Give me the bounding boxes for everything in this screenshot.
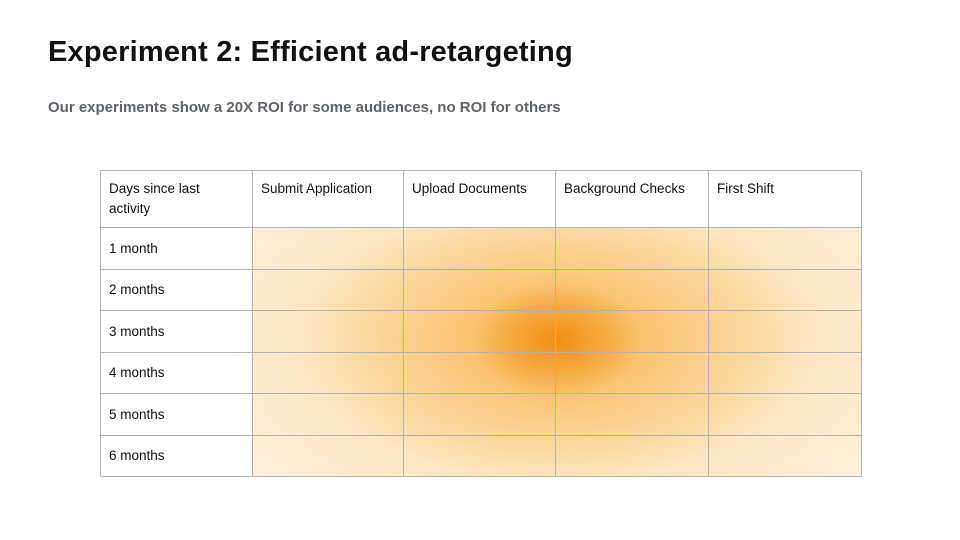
heat-cell <box>404 311 556 353</box>
row-label-4-months: 4 months <box>101 352 253 394</box>
heat-cell <box>556 394 709 436</box>
heat-cell <box>253 269 404 311</box>
heat-cell <box>709 311 862 353</box>
heatmap-table: Days since last activity Submit Applicat… <box>100 170 862 477</box>
heat-cell <box>253 435 404 477</box>
heat-cell <box>253 228 404 270</box>
heat-cell <box>404 352 556 394</box>
heat-cell <box>253 394 404 436</box>
page-title: Experiment 2: Efficient ad-retargeting <box>48 36 573 68</box>
column-header-background-checks: Background Checks <box>556 171 709 228</box>
row-label-3-months: 3 months <box>101 311 253 353</box>
heat-cell <box>709 269 862 311</box>
heat-cell <box>253 311 404 353</box>
page-subtitle: Our experiments show a 20X ROI for some … <box>48 99 561 116</box>
row-label-6-months: 6 months <box>101 435 253 477</box>
heat-cell <box>556 352 709 394</box>
heat-cell <box>709 394 862 436</box>
heat-cell <box>709 435 862 477</box>
heat-cell <box>556 269 709 311</box>
column-header-submit-application: Submit Application <box>253 171 404 228</box>
column-header-upload-documents: Upload Documents <box>404 171 556 228</box>
heat-cell <box>404 228 556 270</box>
heatmap-gradient <box>253 228 862 477</box>
heat-cell <box>253 352 404 394</box>
heat-cell <box>709 228 862 270</box>
row-label-1-month: 1 month <box>101 228 253 270</box>
row-label-2-months: 2 months <box>101 269 253 311</box>
heat-cell <box>404 435 556 477</box>
row-label-5-months: 5 months <box>101 394 253 436</box>
column-header-first-shift: First Shift <box>709 171 862 228</box>
heat-cell <box>556 435 709 477</box>
heat-cell <box>404 394 556 436</box>
heat-cell <box>556 228 709 270</box>
heat-cell <box>709 352 862 394</box>
column-header-days-since-last-activity: Days since last activity <box>101 171 253 228</box>
heat-cell <box>556 311 709 353</box>
heat-cell <box>404 269 556 311</box>
